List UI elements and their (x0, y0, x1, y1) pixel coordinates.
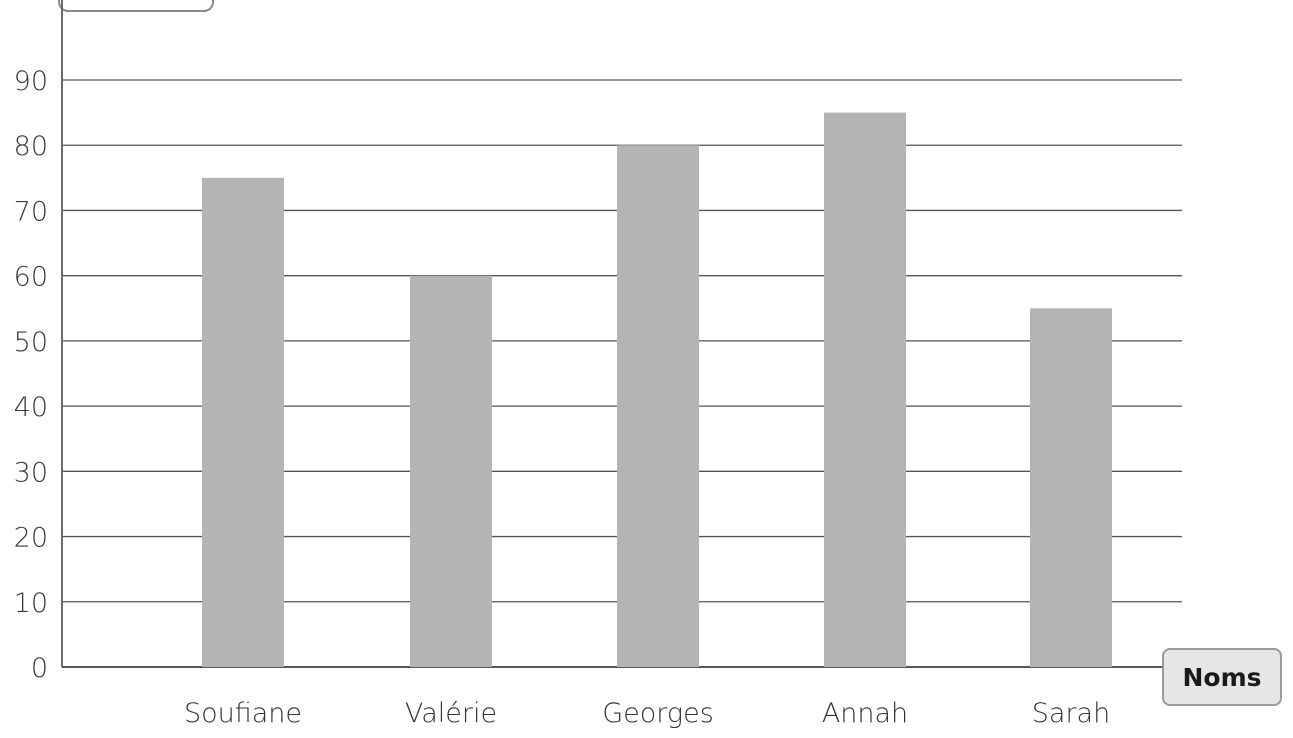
bar-annah (824, 112, 906, 668)
x-tick-label: Sarah (1032, 698, 1110, 729)
y-tick-label: 40 (14, 392, 48, 423)
bar-georges (617, 145, 699, 667)
y-tick-label: 60 (14, 262, 48, 293)
x-axis-label: Noms (1162, 648, 1282, 706)
x-category-labels: Soufiane Valérie Georges Annah Sarah (184, 698, 1110, 729)
y-tick-label: 70 (14, 196, 48, 227)
y-tick-label: 0 (31, 653, 48, 684)
y-tick-label: 90 (14, 66, 48, 97)
x-tick-label: Soufiane (184, 698, 302, 729)
y-tick-label: 50 (14, 327, 48, 358)
x-tick-label: Valérie (405, 698, 497, 729)
ylabel-box (58, 0, 214, 12)
bar-sarah (1030, 308, 1112, 667)
bars (202, 112, 1112, 668)
bar-valérie (410, 275, 492, 667)
y-tick-labels: 0 10 20 30 40 50 60 70 80 90 (14, 66, 48, 684)
y-tick-label: 20 (14, 523, 48, 554)
x-tick-label: Annah (822, 698, 908, 729)
x-tick-label: Georges (602, 698, 714, 729)
bar-soufiane (202, 177, 284, 668)
y-tick-label: 80 (14, 131, 48, 162)
y-tick-label: 30 (14, 457, 48, 488)
y-tick-label: 10 (14, 588, 48, 619)
